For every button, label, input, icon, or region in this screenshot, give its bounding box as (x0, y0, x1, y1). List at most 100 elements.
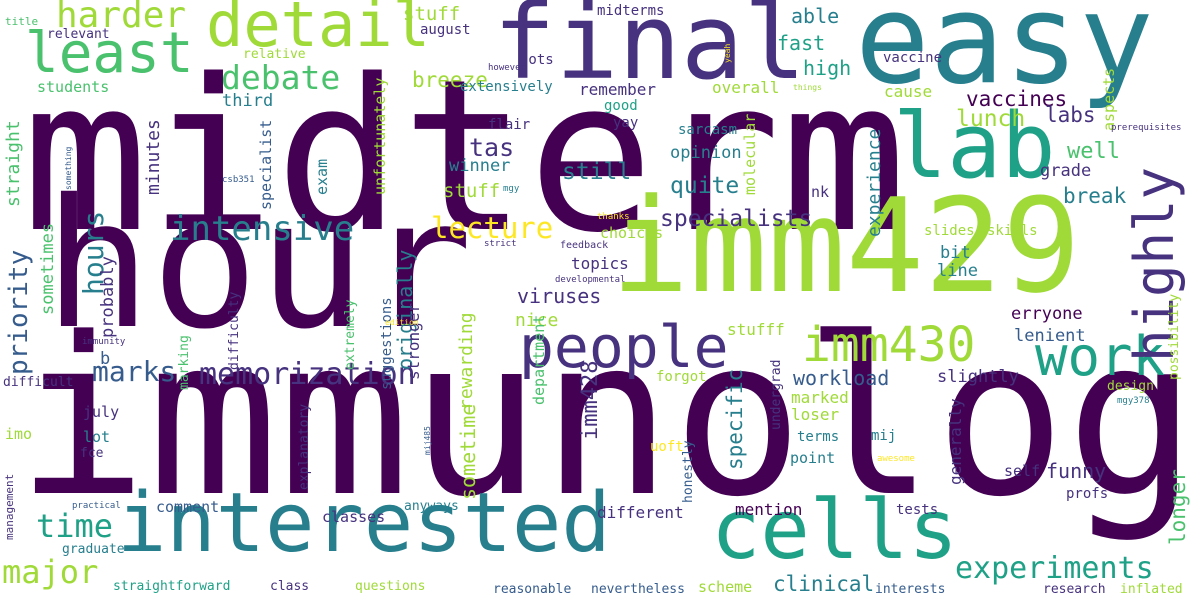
cloud-word: marked (791, 388, 849, 407)
cloud-word: anyways (404, 499, 459, 514)
cloud-word: lot (83, 428, 111, 446)
cloud-word: research (1043, 582, 1106, 597)
cloud-word: relevant (47, 27, 110, 42)
cloud-word: explanatory (297, 403, 312, 490)
cloud-word: lecture (431, 211, 554, 245)
cloud-word: rewarding (456, 312, 477, 410)
cloud-word: graduate (62, 542, 125, 557)
cloud-word: vaccines (966, 87, 1068, 111)
cloud-word: immunity (82, 337, 126, 347)
cloud-word: overall (712, 78, 780, 97)
cloud-word: quite (670, 173, 740, 199)
cloud-word: third (222, 91, 274, 111)
cloud-word: grade (1040, 161, 1092, 181)
cloud-word: mij485 (423, 426, 432, 455)
cloud-word: lab (893, 94, 1056, 199)
cloud-word: winner (449, 156, 511, 176)
cloud-word: detail (206, 0, 430, 61)
cloud-word: memorization (199, 357, 416, 392)
cloud-word: yay (613, 115, 639, 131)
cloud-word: bit (940, 243, 971, 263)
cloud-word: difficulty (227, 291, 242, 370)
cloud-word: exam (313, 158, 331, 195)
cloud-word: workload (793, 366, 890, 390)
cloud-word: sometime (456, 403, 480, 500)
cloud-word: unfortunately (371, 77, 389, 195)
cloud-word: sarcasm (678, 122, 738, 138)
cloud-word: interests (875, 582, 946, 597)
cloud-word: suggestions (379, 297, 395, 390)
cloud-word: topics (571, 254, 629, 273)
cloud-word: imm430 (802, 317, 976, 373)
cloud-word: fce (80, 446, 104, 461)
cloud-word: undergrad (769, 359, 784, 430)
cloud-word: lunch (956, 106, 1026, 132)
cloud-word: line (937, 261, 978, 281)
cloud-word: good (604, 98, 638, 114)
cloud-word: vaccine (883, 50, 943, 66)
cloud-word: something (64, 146, 73, 190)
cloud-word: viruses (517, 284, 602, 308)
cloud-word: tas (469, 133, 515, 162)
cloud-word: straight (3, 120, 24, 207)
cloud-word: specialist (257, 119, 275, 210)
cloud-word: midterms (597, 3, 665, 19)
cloud-word: cause (884, 82, 933, 101)
cloud-word: class (270, 579, 310, 594)
cloud-word: nk (811, 183, 830, 201)
cloud-word: management (3, 473, 16, 540)
cloud-word: people (519, 313, 729, 381)
cloud-word: difficult (3, 375, 74, 390)
cloud-word: skills (987, 223, 1038, 239)
cloud-word: high (803, 56, 852, 80)
cloud-word: title (5, 15, 39, 28)
cloud-word: lots (520, 52, 554, 68)
cloud-word: tests (896, 502, 939, 518)
cloud-word: comment (156, 498, 220, 516)
cloud-word: remember (579, 80, 657, 99)
cloud-word: extremely (343, 299, 358, 370)
cloud-word: least (25, 21, 194, 86)
cloud-word: july (83, 403, 120, 421)
cloud-word: easy (855, 0, 1154, 112)
cloud-word: students (37, 78, 110, 96)
cloud-word: well (1067, 139, 1120, 164)
cloud-word: cells (711, 483, 958, 578)
cloud-word: design (1107, 379, 1154, 394)
cloud-word: fast (777, 31, 826, 55)
cloud-word: final (493, 0, 807, 103)
cloud-word: hour (44, 161, 473, 368)
cloud-word: marks (92, 355, 177, 388)
cloud-word: opinion (670, 143, 742, 163)
cloud-word: prerequisites (1111, 123, 1182, 133)
cloud-word: relative (243, 47, 306, 62)
cloud-word: nevertheless (591, 582, 685, 597)
cloud-word: work (1035, 325, 1166, 388)
cloud-word: straightforward (113, 579, 231, 594)
cloud-word: specific (723, 368, 747, 470)
cloud-word: b (100, 349, 111, 369)
cloud-word: stuff (403, 3, 461, 25)
cloud-word: mgy (503, 184, 520, 194)
cloud-word: labs (1045, 103, 1096, 127)
cloud-word: mij (871, 428, 897, 444)
cloud-word: inflated (1120, 582, 1183, 597)
cloud-word: erryone (1011, 304, 1083, 324)
cloud-word: terms (797, 429, 840, 445)
cloud-word: extensively (460, 79, 553, 95)
cloud-word: stufff (727, 320, 785, 339)
cloud-word: august (420, 22, 471, 38)
cloud-word: honestly (681, 440, 696, 503)
cloud-word: experience (864, 128, 885, 237)
cloud-word: strict (484, 239, 517, 249)
cloud-word: profs (1066, 486, 1109, 502)
cloud-word: edition (385, 318, 419, 327)
cloud-word: things (793, 83, 822, 92)
cloud-word: imo (5, 425, 33, 443)
cloud-word: point (790, 449, 836, 467)
cloud-word: priority (4, 249, 34, 375)
cloud-word: imm429 (611, 170, 1081, 322)
cloud-word: specialists (660, 206, 813, 232)
cloud-word: stuff (443, 180, 501, 202)
